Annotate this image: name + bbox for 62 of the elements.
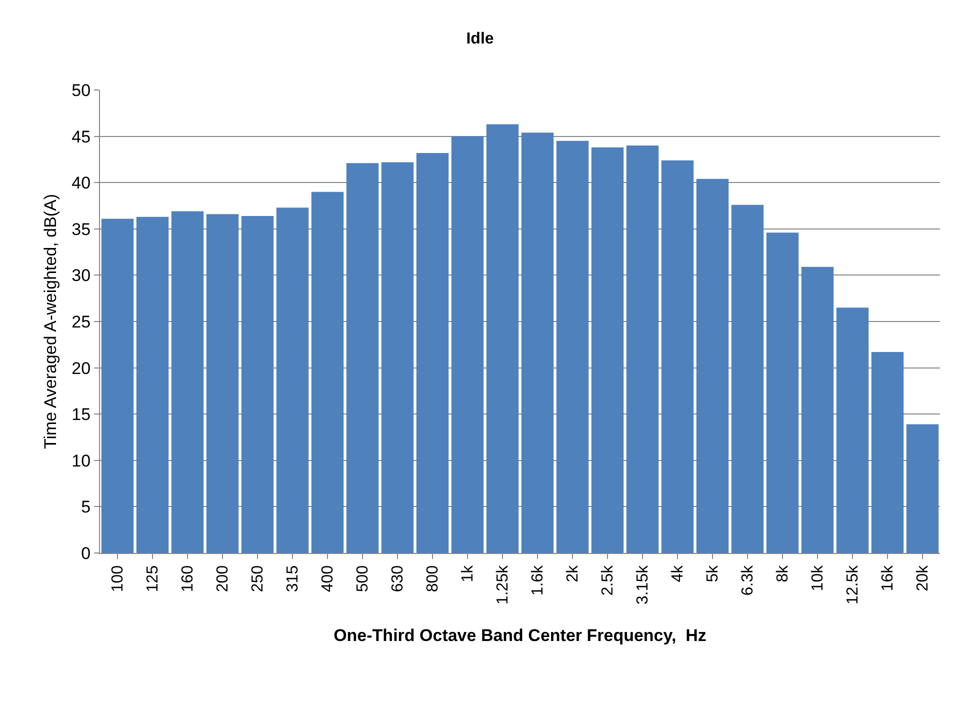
x-tick-label: 1.25k: [494, 564, 512, 605]
bar: [906, 424, 939, 553]
y-tick-label: 25: [72, 312, 91, 332]
y-tick-label: 20: [72, 358, 91, 378]
y-tick-label: 35: [72, 220, 91, 239]
bar: [556, 140, 589, 553]
x-tick-label: 2k: [564, 564, 582, 582]
x-tick-label: 800: [424, 565, 442, 592]
chart-title: Idle: [466, 30, 494, 48]
bar: [276, 208, 309, 553]
x-tick-label: 160: [180, 565, 197, 592]
y-tick-label: 45: [72, 127, 91, 146]
y-tick-label: 50: [72, 80, 91, 100]
bar: [591, 147, 624, 553]
x-tick-label: 100: [110, 565, 127, 592]
bar: [836, 308, 869, 553]
bar: [101, 218, 134, 553]
x-tick-label: 4k: [670, 564, 687, 582]
y-tick-label: 40: [72, 174, 91, 193]
bar: [801, 266, 834, 553]
x-tick-label: 1k: [460, 564, 477, 582]
y-tick-label: 5: [81, 498, 91, 517]
x-tick-label: 630: [390, 565, 407, 592]
x-tick-label: 20k: [914, 564, 932, 592]
x-tick-label: 5k: [704, 564, 722, 582]
x-tick-label: 500: [354, 565, 372, 592]
x-tick-label: 315: [284, 565, 302, 592]
x-tick-label: 125: [144, 565, 162, 592]
bar: [451, 136, 484, 553]
bar: [416, 152, 449, 553]
bar: [381, 162, 414, 553]
x-tick-label: 10k: [810, 564, 827, 592]
x-tick-label: 1.6k: [530, 564, 547, 596]
bar: [521, 132, 554, 553]
x-tick-label: 400: [320, 565, 337, 592]
bar: [241, 216, 274, 553]
bar: [171, 211, 204, 553]
y-axis-title: Time Averaged A-weighted, dB(A): [41, 194, 60, 450]
x-axis-title: One-Third Octave Band Center Frequency, Hz: [334, 626, 706, 645]
bar: [136, 216, 169, 553]
bar: [626, 146, 659, 553]
bar: [696, 178, 729, 553]
y-tick-label: 0: [81, 544, 91, 563]
bar: [486, 124, 519, 553]
bar: [346, 163, 379, 553]
x-tick-label: 8k: [774, 564, 792, 582]
bar: [731, 204, 764, 553]
bar: [311, 192, 344, 553]
x-tick-label: 200: [214, 565, 232, 592]
x-tick-label: 16k: [880, 564, 897, 592]
x-tick-label: 12.5k: [844, 564, 862, 605]
x-tick-label: 3.15k: [634, 564, 652, 605]
x-tick-label: 6.3k: [740, 564, 757, 596]
bar: [661, 160, 694, 553]
x-tick-label: 2.5k: [600, 564, 617, 596]
x-tick-label: 250: [250, 565, 267, 592]
bar: [766, 232, 799, 553]
y-tick-label: 30: [72, 266, 91, 286]
bar: [206, 214, 239, 553]
bar: [871, 352, 904, 553]
y-tick-label: 15: [72, 405, 91, 424]
y-tick-label: 10: [72, 451, 91, 470]
